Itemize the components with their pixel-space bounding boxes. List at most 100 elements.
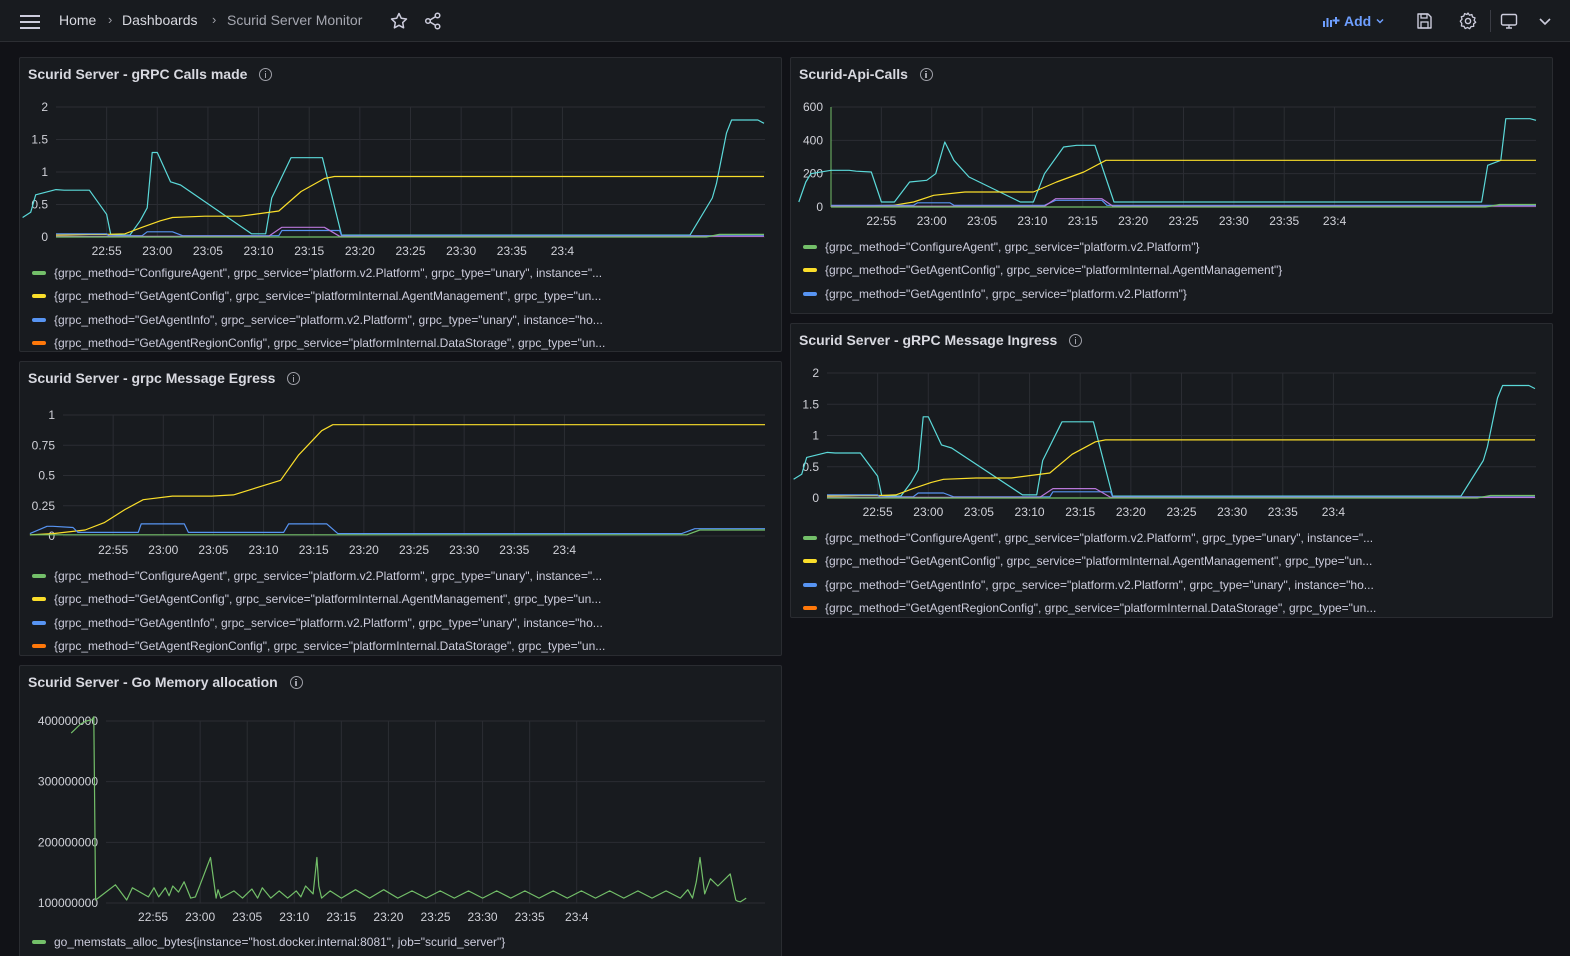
y-tick-label: 0 — [812, 491, 819, 505]
legend-item[interactable]: {grpc_method="GetAgentInfo", grpc_servic… — [32, 308, 605, 332]
series-line — [798, 118, 1537, 203]
legend-swatch — [803, 268, 817, 273]
legend-swatch — [803, 291, 817, 296]
x-tick-label: 23:25 — [420, 910, 450, 924]
y-tick-label: 1 — [812, 429, 819, 443]
star-icon[interactable] — [389, 11, 409, 31]
legend-item[interactable]: {grpc_method="GetAgentRegionConfig", grp… — [32, 332, 605, 352]
legend: {grpc_method="ConfigureAgent", grpc_serv… — [32, 564, 605, 656]
x-tick-label: 23:35 — [499, 543, 529, 557]
legend-swatch — [32, 573, 46, 578]
x-tick-label: 23:25 — [395, 244, 425, 258]
info-icon[interactable] — [1069, 333, 1083, 347]
gear-icon[interactable] — [1458, 11, 1478, 31]
y-tick-label: 400000000 — [38, 714, 98, 728]
panel-title-text: Scurid Server - grpc Message Egress — [28, 370, 276, 386]
series-line — [831, 203, 1536, 208]
y-tick-label: 200000000 — [38, 835, 98, 849]
legend-swatch — [803, 606, 817, 611]
series-line — [29, 424, 765, 536]
x-tick-label: 23:05 — [964, 505, 994, 519]
y-tick-label: 1 — [48, 408, 55, 422]
x-tick-label: 23:20 — [373, 910, 403, 924]
info-icon[interactable] — [259, 67, 273, 81]
legend-item[interactable]: {grpc_method="ConfigureAgent", grpc_serv… — [32, 564, 605, 588]
legend-label: {grpc_method="GetAgentConfig", grpc_serv… — [825, 263, 1283, 278]
panel-message-egress: Scurid Server - grpc Message Egress 0 0.2… — [19, 361, 782, 656]
share-icon[interactable] — [423, 11, 443, 31]
x-tick-label: 23:05 — [232, 910, 262, 924]
legend-swatch — [32, 270, 46, 275]
x-tick-label: 23:05 — [198, 543, 228, 557]
info-icon[interactable] — [287, 371, 301, 385]
menu-icon[interactable] — [18, 11, 42, 31]
legend-item[interactable]: {grpc_method="GetAgentConfig", grpc_serv… — [803, 259, 1282, 283]
legend-swatch — [803, 582, 817, 587]
legend-swatch — [803, 535, 817, 540]
series-line — [56, 233, 764, 238]
legend-swatch — [803, 559, 817, 564]
legend: {grpc_method="ConfigureAgent", grpc_serv… — [803, 526, 1376, 618]
x-tick-label: 22:55 — [138, 910, 168, 924]
legend-item[interactable]: {grpc_method="GetAgentRegionConfig", grp… — [32, 635, 605, 656]
info-icon[interactable] — [919, 67, 933, 81]
legend-swatch — [32, 620, 46, 625]
x-tick-label: 23:30 — [449, 543, 479, 557]
x-tick-label: 23:00 — [148, 543, 178, 557]
x-tick-label: 23:15 — [326, 910, 356, 924]
x-tick-label: 23:35 — [1269, 214, 1299, 228]
grid: 0 0.25 0.5 0.75 1 22:55 23:00 23:05 23:10 23:15 23… — [32, 408, 765, 557]
breadcrumb-dashboards[interactable]: Dashboards — [122, 12, 198, 28]
y-tick-label: 100000000 — [38, 896, 98, 910]
x-tick-label: 23:4 — [1322, 505, 1346, 519]
legend-item[interactable]: {grpc_method="GetAgentInfo", grpc_servic… — [32, 611, 605, 635]
x-tick-label: 23:35 — [515, 910, 545, 924]
legend-label: {grpc_method="GetAgentInfo", grpc_servic… — [54, 615, 603, 630]
chevron-down-icon[interactable] — [1535, 11, 1555, 31]
y-tick-label: 0 — [48, 529, 55, 543]
panel-title-text: Scurid-Api-Calls — [799, 66, 908, 82]
legend-item[interactable]: {grpc_method="ConfigureAgent", grpc_serv… — [32, 261, 605, 285]
y-tick-label: 0.25 — [32, 499, 56, 513]
legend-item[interactable]: {grpc_method="GetAgentConfig", grpc_serv… — [32, 285, 605, 309]
legend-item[interactable]: {grpc_method="ConfigureAgent", grpc_serv… — [803, 235, 1282, 259]
legend-label: {grpc_method="ConfigureAgent", grpc_serv… — [825, 239, 1200, 254]
tv-icon[interactable] — [1499, 11, 1519, 31]
legend-swatch — [32, 939, 46, 944]
legend-swatch — [32, 597, 46, 602]
x-tick-label: 22:55 — [863, 505, 893, 519]
chart-message-egress: 0 0.25 0.5 0.75 1 22:55 23:00 23:05 23:10 23:15 23… — [29, 408, 765, 557]
x-tick-label: 23:00 — [917, 214, 947, 228]
legend-item[interactable]: {grpc_method="GetAgentInfo", grpc_servic… — [803, 573, 1376, 597]
y-tick-label: 600 — [803, 100, 823, 114]
legend-swatch — [32, 294, 46, 299]
legend-item[interactable]: {grpc_method="GetAgentConfig", grpc_serv… — [32, 588, 605, 612]
x-tick-label: 23:15 — [1068, 214, 1098, 228]
x-tick-label: 23:30 — [468, 910, 498, 924]
legend: {grpc_method="ConfigureAgent", grpc_serv… — [32, 261, 605, 352]
breadcrumb-home[interactable]: Home — [59, 12, 97, 28]
grid: 100000000 200000000 300000000 400000000 22:5… — [38, 714, 765, 924]
x-tick-label: 23:20 — [345, 244, 375, 258]
x-tick-label: 23:25 — [399, 543, 429, 557]
legend-item[interactable]: {grpc_method="GetAgentConfig", grpc_serv… — [803, 550, 1376, 574]
legend-swatch — [32, 341, 46, 346]
save-icon[interactable] — [1414, 11, 1434, 31]
chart-go-memory: 100000000 200000000 300000000 400000000 22:5… — [38, 714, 765, 924]
legend-item[interactable]: {grpc_method="ConfigureAgent", grpc_serv… — [803, 526, 1376, 550]
x-tick-label: 23:4 — [565, 910, 589, 924]
panel-title: Scurid Server - grpc Message Egress — [28, 370, 301, 386]
legend-item[interactable]: {grpc_method="GetAgentRegionConfig", grp… — [803, 597, 1376, 618]
series-line — [827, 491, 1535, 498]
x-tick-label: 22:55 — [98, 543, 128, 557]
legend-item[interactable]: {grpc_method="GetAgentInfo", grpc_servic… — [803, 282, 1282, 306]
x-tick-label: 23:25 — [1166, 505, 1196, 519]
info-icon[interactable] — [289, 675, 303, 689]
chart-message-ingress: 0 0.5 1 1.5 2 22:55 23:00 23:05 23:10 23:15 23:20 2… — [793, 366, 1536, 519]
panel-message-ingress: Scurid Server - gRPC Message Ingress 0 0.… — [790, 323, 1553, 618]
add-button[interactable]: Add — [1322, 11, 1385, 31]
y-tick-label: 400 — [803, 133, 823, 147]
top-nav-bar: Home › Dashboards › Scurid Server Monito… — [0, 0, 1570, 42]
legend-item[interactable]: go_memstats_alloc_bytes{instance="host.d… — [32, 930, 505, 954]
